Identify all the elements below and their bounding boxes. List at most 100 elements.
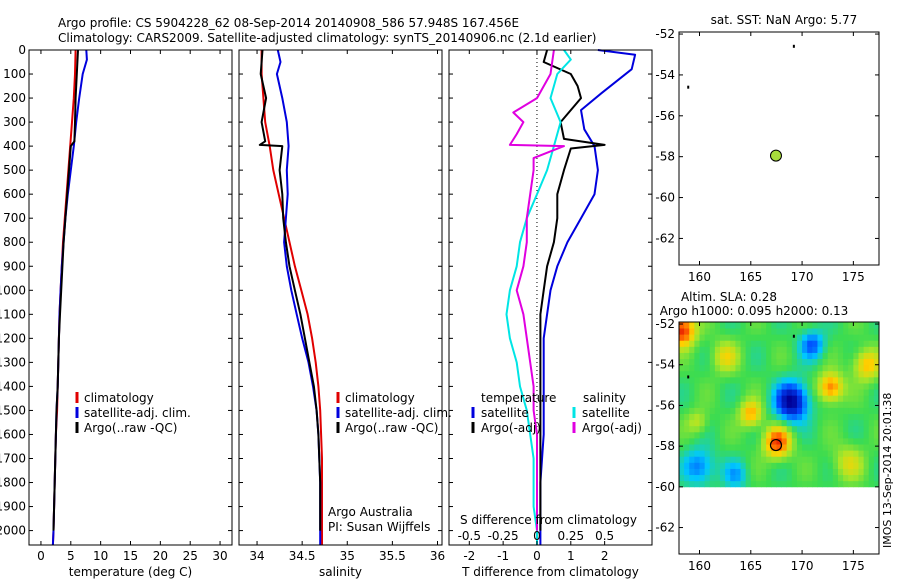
sla-cell <box>812 322 818 329</box>
sla-cell <box>720 407 726 414</box>
sla-cell <box>735 328 741 335</box>
sla-cell <box>817 480 823 488</box>
map-xtick-label: 165 <box>739 559 762 573</box>
profile-location-marker <box>769 438 783 452</box>
sla-cell <box>822 370 829 378</box>
sla-cell <box>837 401 844 408</box>
sla-cell <box>791 413 798 421</box>
argo-australia-annotation: Argo Australia <box>328 505 413 519</box>
sla-cell <box>699 438 706 445</box>
sla-cell <box>709 474 716 482</box>
sla-cell <box>761 468 767 476</box>
sla-cell <box>807 462 813 469</box>
sla-cell <box>807 346 813 353</box>
sla-cell <box>837 322 844 329</box>
sla-cell <box>843 328 849 335</box>
sla-cell <box>725 334 731 341</box>
sla-cell <box>689 322 695 329</box>
sla-cell <box>714 425 721 433</box>
sla-cell <box>740 456 747 463</box>
sla-cell <box>745 389 752 396</box>
sla-cell <box>709 346 716 353</box>
sla-cell <box>858 450 865 457</box>
sla-cell <box>684 395 690 402</box>
sla-cell <box>791 352 798 360</box>
sla-cell <box>817 383 823 390</box>
temperature-series-argo-raw-qc- <box>52 49 79 531</box>
sla-cell <box>766 425 772 433</box>
sla-cell <box>720 474 726 482</box>
sla-cell <box>730 322 736 329</box>
sla-cell <box>817 407 823 414</box>
sla-cell <box>714 328 721 335</box>
sla-cell <box>740 419 747 427</box>
salinity-difference-label: S difference from climatology <box>460 513 637 527</box>
sla-cell <box>735 407 741 414</box>
sla-cell <box>714 401 721 408</box>
sla-cell <box>837 346 844 353</box>
sla-cell <box>853 419 859 427</box>
sla-cell <box>745 425 752 433</box>
sla-cell <box>714 450 721 457</box>
sla-cell <box>817 413 823 421</box>
sla-cell <box>848 480 854 488</box>
sla-cell <box>812 401 818 408</box>
sla-cell <box>771 358 777 366</box>
sla-cell <box>802 474 808 482</box>
sla-cell <box>781 370 788 378</box>
depth-tick-label: 1700 <box>0 451 26 465</box>
sla-cell <box>755 328 762 335</box>
sla-cell <box>776 334 782 341</box>
sla-cell <box>832 364 839 372</box>
sla-cell <box>786 364 793 372</box>
sla-cell <box>704 407 711 414</box>
sla-cell <box>740 468 747 476</box>
sla-cell <box>796 328 803 335</box>
sla-cell <box>679 474 685 482</box>
sla-cell <box>766 322 772 329</box>
sla-cell <box>709 413 716 421</box>
sla-cell <box>848 358 854 366</box>
sla-cell <box>771 413 777 421</box>
sla-cell <box>761 474 767 482</box>
difference-frame <box>448 49 653 546</box>
sla-cell <box>750 364 757 372</box>
sla-cell <box>817 431 823 439</box>
sla-cell <box>827 364 834 372</box>
sla-cell <box>796 395 803 402</box>
sla-cell <box>817 364 823 372</box>
sla-cell <box>720 444 726 451</box>
sla-cell <box>868 358 875 366</box>
sla-cell <box>812 413 818 421</box>
temperature-xtick-label: 20 <box>153 549 168 563</box>
sla-cell <box>761 456 767 463</box>
sla-cell <box>863 407 870 414</box>
sla-cell <box>817 389 823 396</box>
sla-cell <box>791 395 798 402</box>
sla-cell <box>822 328 829 335</box>
sla-cell <box>791 474 798 482</box>
map-ytick-label: -60 <box>655 480 675 494</box>
sla-cell <box>714 474 721 482</box>
sla-cell <box>843 340 849 347</box>
sla-cell <box>714 444 721 451</box>
sla-cell <box>714 431 721 439</box>
sla-cell <box>827 438 834 445</box>
sla-cell <box>730 383 736 390</box>
sla-cell <box>745 352 752 360</box>
sla-cell <box>704 364 711 372</box>
sla-cell <box>832 395 839 402</box>
sla-cell <box>873 419 880 427</box>
sla-cell <box>694 401 700 408</box>
sla-cell <box>689 419 695 427</box>
sla-cell <box>740 444 747 451</box>
sla-cell <box>761 358 767 366</box>
sla-cell <box>853 401 859 408</box>
sla-cell <box>755 468 762 476</box>
sla-cell <box>868 364 875 372</box>
sla-cell <box>704 383 711 390</box>
sla-cell <box>853 444 859 451</box>
sla-cell <box>873 358 880 366</box>
sla-cell <box>796 456 803 463</box>
sla-cell <box>822 364 829 372</box>
